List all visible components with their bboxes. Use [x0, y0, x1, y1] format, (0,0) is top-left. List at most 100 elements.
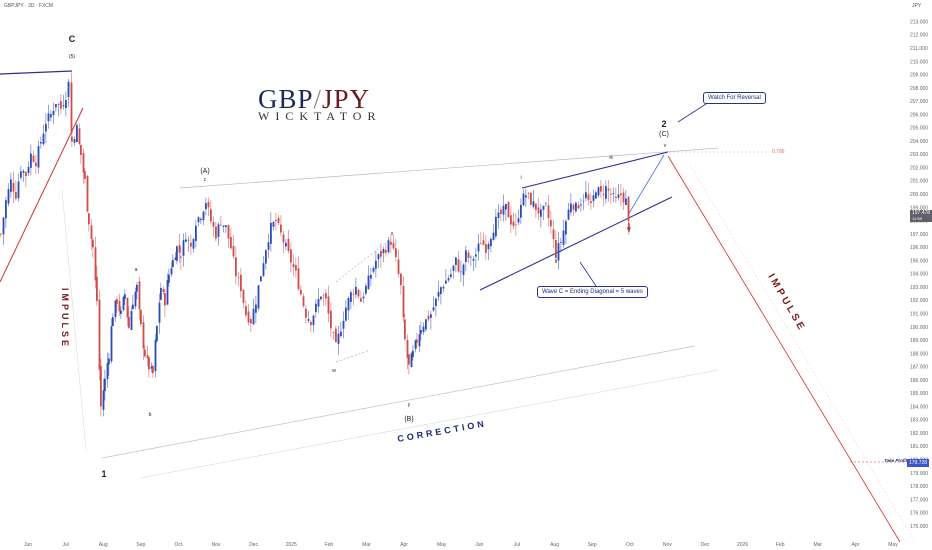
candle-body	[545, 203, 547, 205]
x-tick-label: Nov	[663, 542, 672, 548]
candle-body	[487, 244, 490, 250]
y-tick-label: 186.000	[910, 378, 928, 384]
candle-body	[172, 259, 174, 267]
candle-body	[222, 225, 225, 227]
x-tick-label: Mar	[813, 542, 822, 548]
candle-body	[452, 265, 455, 271]
y-tick-label: 194.000	[910, 272, 928, 278]
candle-body	[255, 304, 257, 313]
wxy-dashed-2	[335, 349, 371, 363]
wave-label: a	[135, 267, 138, 273]
candle-body	[42, 133, 45, 145]
candle-body	[15, 192, 17, 199]
x-tick-label: Aug	[99, 542, 108, 548]
chart-header-currency: JPY	[912, 3, 922, 9]
candle-body	[150, 366, 153, 369]
y-tick-label: 201.000	[910, 179, 928, 185]
candle-body	[460, 271, 462, 273]
candle-body	[10, 179, 12, 192]
candle-body	[250, 319, 252, 324]
candle-body	[537, 207, 540, 214]
diagonal-lower-line	[479, 196, 673, 291]
candle-body	[587, 194, 590, 200]
candle-body	[275, 220, 277, 222]
x-tick-label: May	[888, 542, 898, 548]
candle-body	[625, 198, 627, 205]
top-channel-line	[179, 147, 719, 189]
candle-body	[86, 175, 89, 212]
y-tick-label: 192.000	[910, 298, 928, 304]
candle-body	[215, 226, 217, 239]
wave-label: 1	[101, 469, 106, 479]
candle-body	[260, 276, 262, 282]
candle-body	[37, 146, 40, 168]
candle-body	[497, 212, 500, 219]
candle-body	[515, 224, 517, 225]
wave-label: x	[391, 231, 394, 237]
candle-body	[106, 363, 109, 380]
y-tick-label: 208.000	[910, 86, 928, 92]
candle-body	[580, 204, 582, 206]
candle-body	[522, 193, 525, 206]
current-price-tag: 197.478 12:59	[910, 210, 932, 222]
x-tick-label: Jul	[62, 542, 68, 548]
chart-header-symbol: GBPJPY · 2D · FXCM	[4, 3, 54, 9]
candle-body	[282, 234, 285, 243]
candle-body	[425, 319, 427, 330]
candle-body	[355, 286, 357, 295]
candle-body	[410, 353, 413, 368]
candle-body	[242, 289, 245, 303]
candle-body	[156, 326, 158, 341]
candle-body	[118, 300, 121, 312]
candle-body	[134, 291, 137, 307]
candle-body	[68, 85, 70, 86]
wave-c-top-line	[0, 70, 73, 75]
y-tick-label: 190.000	[910, 325, 928, 331]
candle-body	[164, 293, 166, 306]
candle-body	[71, 136, 73, 142]
current-price-time: 12:59	[912, 216, 923, 221]
candle-body	[142, 322, 145, 349]
candle-body	[402, 286, 405, 318]
y-tick-label: 184.000	[910, 404, 928, 410]
candle-body	[190, 242, 192, 247]
candle-body	[100, 365, 102, 407]
x-tick-label: May	[437, 542, 447, 548]
candle-body	[350, 292, 352, 302]
candle-body	[430, 314, 432, 318]
candle-body	[322, 295, 325, 297]
candle-body	[470, 256, 472, 258]
y-tick-label: 207.000	[910, 99, 928, 105]
candle-body	[207, 201, 210, 208]
candle-body	[360, 298, 362, 302]
x-axis: Jun Jul Aug Sep Oct Nov Dec 2025 Feb Mar Apr May Jun…	[24, 542, 898, 548]
candle-body	[400, 273, 402, 286]
candle-body	[136, 284, 138, 292]
candle-body	[602, 194, 605, 195]
candle-body	[154, 340, 157, 372]
candle-body	[500, 209, 502, 215]
y-tick-label: 213.000	[910, 19, 928, 25]
y-tick-label: 211.000	[910, 46, 928, 52]
candle-body	[25, 172, 27, 177]
candle-body	[406, 339, 409, 358]
y-tick-label: 191.000	[910, 311, 928, 317]
candle-body	[285, 242, 287, 247]
candle-body	[502, 205, 505, 215]
impulse-left-label: IMPULSE	[60, 288, 70, 349]
candle-body	[138, 281, 141, 310]
candle-body	[540, 209, 542, 217]
candle-body	[124, 294, 126, 299]
wave-label: (5)	[69, 54, 75, 60]
candle-body	[212, 221, 215, 227]
candle-body	[170, 268, 173, 275]
red-trendline-left	[0, 107, 84, 283]
candle-body	[317, 299, 320, 307]
candle-body	[467, 252, 470, 259]
candle-body	[535, 203, 537, 210]
candle-body	[52, 110, 55, 116]
y-tick-label: 209.000	[910, 73, 928, 79]
y-tick-label: 193.000	[910, 285, 928, 291]
candle-body	[617, 194, 620, 198]
